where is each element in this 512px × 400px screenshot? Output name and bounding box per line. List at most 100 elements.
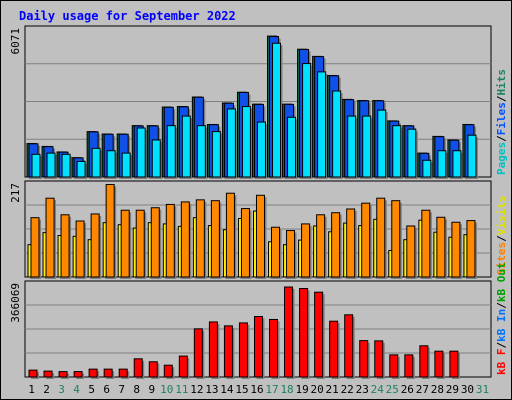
bar-sites-day-11 (180, 201, 190, 278)
bar-kbin-day-2-edge (45, 372, 51, 374)
bar-pages-day-14 (226, 108, 236, 178)
bar-kbin-day-11 (178, 355, 188, 378)
bar-kbin-day-7 (118, 368, 128, 378)
bar-kbin-day-6 (103, 368, 113, 378)
bar-kbin-day-17 (269, 318, 279, 378)
legend-files: Files (495, 102, 508, 135)
bar-files-day-19-edge (300, 50, 307, 52)
bar-pages-day-17 (272, 42, 282, 178)
bar-files-day-20-edge (315, 57, 322, 59)
bar-pages-day-30-edge (468, 136, 474, 138)
bar-sites-day-9 (150, 207, 160, 278)
bar-kbin-day-26-edge (405, 355, 411, 357)
bar-sites-day-24-edge (377, 199, 383, 201)
bar-kbin-day-28 (434, 350, 444, 378)
bar-pages-day-14-edge (228, 109, 234, 111)
bar-kbin-day-15-edge (240, 323, 246, 325)
bar-files-day-25-edge (390, 122, 397, 124)
bar-pages-day-5-edge (93, 149, 99, 151)
bar-pages-day-23 (362, 115, 372, 178)
bar-sites-day-29 (451, 221, 461, 278)
bar-files-day-9-edge (150, 126, 157, 128)
bar-pages-day-21-edge (333, 92, 339, 94)
bar-sites-day-15 (240, 208, 250, 278)
bar-files-day-6-edge (105, 135, 112, 137)
day-label-24: 24 (371, 383, 385, 396)
legend-separator: / (495, 235, 508, 242)
bar-sites-day-12 (195, 199, 205, 278)
bar-kbin-day-19-edge (300, 289, 306, 291)
bar-sites-day-7-edge (122, 211, 128, 213)
legend-sites: Sites (495, 242, 508, 275)
bar-pages-day-26 (407, 128, 417, 178)
bar-sites-day-3 (60, 214, 70, 278)
bar-sites-day-12-edge (197, 200, 203, 202)
bar-pages-day-28-edge (438, 151, 444, 153)
bar-sites-day-5-edge (92, 214, 98, 216)
bar-kbin-day-25-edge (390, 355, 396, 357)
legend-separator: / (495, 302, 508, 309)
bar-kbin-day-21 (329, 320, 339, 378)
bar-files-day-29-edge (450, 141, 457, 143)
bar-kbin-day-12 (193, 328, 203, 378)
bar-pages-day-26-edge (408, 130, 414, 132)
bar-files-day-10-edge (165, 108, 172, 110)
bar-pages-day-9-edge (153, 140, 159, 142)
legend-pages: Pages (495, 142, 508, 175)
bar-sites-day-18 (286, 230, 296, 278)
day-label-27: 27 (416, 383, 429, 396)
bar-pages-day-17-edge (273, 44, 279, 46)
bar-pages-day-16-edge (258, 123, 264, 125)
bar-pages-day-8-edge (138, 129, 144, 131)
day-label-5: 5 (88, 383, 95, 396)
day-label-20: 20 (311, 383, 324, 396)
bar-files-day-4-edge (75, 158, 82, 160)
bar-pages-day-1-edge (33, 155, 38, 157)
bar-files-day-2-edge (45, 147, 52, 149)
bar-sites-day-4 (75, 220, 85, 278)
bar-kbin-day-5-edge (90, 370, 96, 372)
bar-kbin-day-3-edge (60, 372, 66, 374)
bar-kbin-day-9-edge (150, 362, 156, 364)
bar-sites-day-25-edge (392, 201, 398, 203)
bar-pages-day-18-edge (288, 118, 294, 120)
bar-kbin-day-12-edge (195, 329, 201, 331)
bar-kbin-day-29 (449, 350, 459, 378)
bar-kbin-day-10-edge (165, 366, 171, 368)
bar-pages-day-21 (332, 90, 342, 178)
bar-pages-day-16 (256, 121, 266, 178)
day-label-2: 2 (43, 383, 50, 396)
bar-kbin-day-26 (404, 354, 414, 378)
bar-kbin-day-20-edge (315, 293, 321, 295)
bar-sites-day-10 (165, 203, 175, 278)
bar-sites-day-23 (361, 202, 371, 278)
panel-max-label: 6071 (9, 28, 22, 55)
bar-pages-day-28 (437, 150, 447, 178)
bar-sites-day-6 (105, 184, 115, 278)
bar-pages-day-25-edge (393, 126, 399, 128)
bar-sites-day-19-edge (302, 224, 308, 226)
bar-pages-day-29-edge (453, 151, 459, 153)
bar-pages-day-12 (196, 125, 206, 178)
bar-kbin-day-1-edge (30, 371, 35, 373)
bar-sites-day-17-edge (272, 228, 278, 230)
bar-kbin-day-21-edge (330, 322, 336, 324)
bar-kbin-day-7-edge (120, 370, 126, 372)
bar-sites-day-26 (406, 225, 416, 278)
bar-pages-day-6-edge (108, 151, 114, 153)
bar-files-day-24-edge (375, 101, 382, 103)
bar-sites-day-5 (90, 213, 100, 278)
bar-kbin-day-4-edge (75, 372, 81, 374)
bar-files-day-7-edge (120, 135, 127, 137)
bar-files-day-11-edge (180, 107, 187, 109)
panel-legend: Sites/Visits (495, 196, 508, 276)
bar-pages-day-19 (302, 63, 312, 178)
bar-kbin-day-23-edge (360, 341, 366, 343)
bar-kbin-day-14 (223, 325, 233, 378)
bar-pages-day-20 (317, 71, 327, 178)
bar-pages-day-27-edge (423, 161, 429, 163)
bar-pages-day-25 (392, 125, 402, 178)
day-label-26: 26 (401, 383, 414, 396)
bar-files-day-8-edge (135, 126, 142, 128)
